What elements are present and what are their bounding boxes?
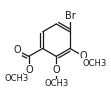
Text: O: O <box>13 45 21 55</box>
Text: O: O <box>53 65 60 75</box>
Text: O: O <box>80 51 88 61</box>
Text: Br: Br <box>65 11 75 21</box>
Text: OCH3: OCH3 <box>5 74 29 83</box>
Text: OCH3: OCH3 <box>44 79 68 88</box>
Text: O: O <box>25 65 33 75</box>
Text: OCH3: OCH3 <box>82 59 107 68</box>
